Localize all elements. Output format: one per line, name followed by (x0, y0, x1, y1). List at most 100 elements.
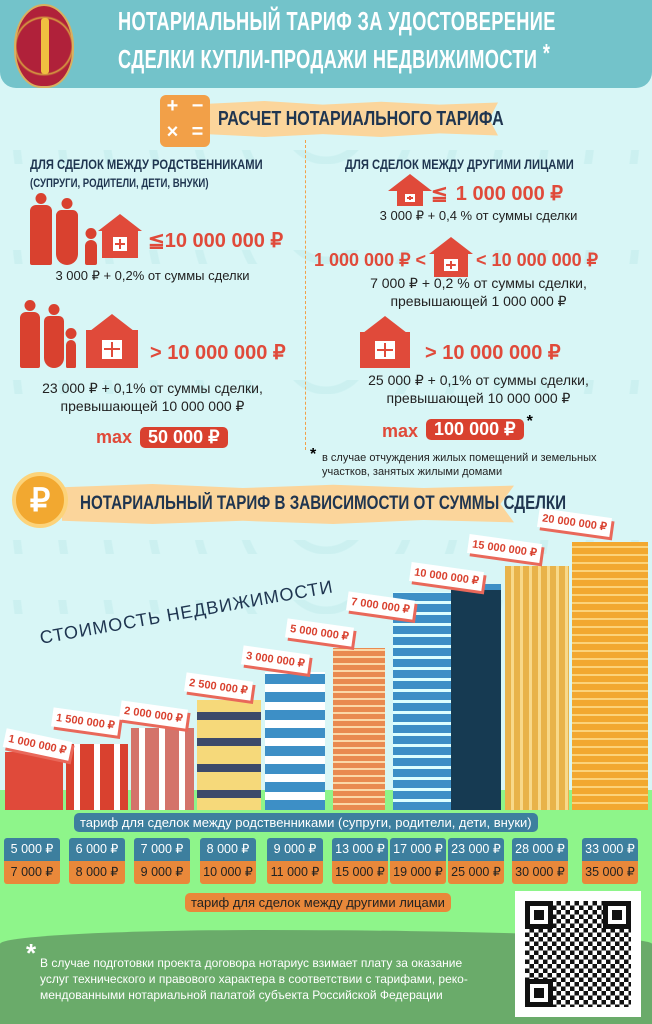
tariff-box: 8 000 ₽10 000 ₽ (200, 838, 256, 884)
large-house-icon (86, 330, 138, 368)
tariff-box: 28 000 ₽30 000 ₽ (512, 838, 568, 884)
relatives-tariff: 5 000 ₽ (4, 838, 60, 861)
footnote-star: * (310, 446, 317, 463)
price-tag: 20 000 000 ₽ (537, 508, 613, 537)
others-rule3-text1: 25 000 ₽ + 0,1% от суммы сделки, (368, 372, 589, 388)
others-tariff: 35 000 ₽ (582, 861, 638, 884)
relatives-tariff: 9 000 ₽ (267, 838, 323, 861)
relatives-max-label: max (96, 427, 133, 447)
relatives-rule2-text2: превышающей 10 000 000 ₽ (60, 398, 245, 414)
others-tariff: 19 000 ₽ (390, 861, 446, 884)
others-rule1-text: 3 000 ₽ + 0,4 % от суммы сделки (379, 208, 578, 223)
others-rule1-row: ≦ 1 000 000 ₽ (397, 180, 563, 206)
others-tariff: 15 000 ₽ (332, 861, 388, 884)
tariff-box: 13 000 ₽15 000 ₽ (332, 838, 388, 884)
others-tariff: 9 000 ₽ (134, 861, 190, 884)
others-tariff: 10 000 ₽ (200, 861, 256, 884)
page-title-row1: НОТАРИАЛЬНЫЙ ТАРИФ ЗА УДОСТОВЕРЕНИЕ (118, 6, 556, 37)
others-tariff-label: тариф для сделок между другими лицами (185, 893, 451, 912)
notary-emblem-logo (14, 4, 74, 88)
max-asterisk: * (526, 413, 533, 430)
tariff-box: 23 000 ₽25 000 ₽ (448, 838, 504, 884)
relatives-max-value: 50 000 ₽ (140, 427, 228, 448)
building-3 (131, 728, 194, 810)
relatives-rule1-text: 3 000 ₽ + 0,2% от суммы сделки (55, 268, 250, 283)
building-2 (66, 744, 128, 810)
others-tariff: 30 000 ₽ (512, 861, 568, 884)
relatives-rule2-text1: 23 000 ₽ + 0,1% от суммы сделки, (42, 380, 263, 396)
medium-house-icon (434, 253, 469, 277)
others-tariff: 7 000 ₽ (4, 861, 60, 884)
tariff-box: 7 000 ₽9 000 ₽ (134, 838, 190, 884)
footer-line: мендованными нотариальной палатой субъек… (40, 988, 443, 1002)
footer-star: * (26, 938, 37, 968)
relatives-rule1-threshold: ≦10 000 000 ₽ (148, 230, 284, 252)
big-house-icon (360, 332, 410, 368)
others-max-label: max (382, 421, 419, 441)
relatives-tariff: 6 000 ₽ (69, 838, 125, 861)
relatives-tariff: 8 000 ₽ (200, 838, 256, 861)
qr-code[interactable] (515, 891, 641, 1017)
column-divider (305, 140, 306, 450)
others-footnote: в случае отчуждения жилых помещений и зе… (322, 452, 597, 478)
relatives-tariff: 7 000 ₽ (134, 838, 190, 861)
others-tariff: 25 000 ₽ (448, 861, 504, 884)
price-tag: 2 500 000 ₽ (184, 672, 253, 701)
others-tariff: 8 000 ₽ (69, 861, 125, 884)
dependency-section-title: НОТАРИАЛЬНЫЙ ТАРИФ В ЗАВИСИМОСТИ ОТ СУММ… (80, 493, 567, 514)
others-rule2-text1: 7 000 ₽ + 0,2 % от суммы сделки, (370, 275, 587, 291)
relatives-tariff: 28 000 ₽ (512, 838, 568, 861)
price-tag: 5 000 000 ₽ (285, 618, 354, 647)
building-4 (197, 700, 261, 810)
others-rule3-text2: превышающей 10 000 000 ₽ (386, 390, 571, 406)
others-rule3-threshold: > 10 000 000 ₽ (425, 342, 561, 364)
header-banner (0, 0, 652, 88)
building-8 (451, 584, 501, 810)
relatives-rule2-threshold: > 10 000 000 ₽ (150, 342, 286, 364)
relatives-heading: ДЛЯ СДЕЛОК МЕЖДУ РОДСТВЕННИКАМИ (30, 156, 263, 172)
equals-symbol: = (191, 121, 204, 143)
others-heading: ДЛЯ СДЕЛОК МЕЖДУ ДРУГИМИ ЛИЦАМИ (345, 156, 574, 172)
building-1 (5, 752, 63, 810)
page-title-row2: СДЕЛКИ КУПЛИ-ПРОДАЖИ НЕДВИЖИМОСТИ * (118, 38, 550, 75)
times-symbol: × (166, 121, 179, 143)
minus-symbol: − (191, 95, 204, 117)
price-tag: 15 000 000 ₽ (467, 534, 543, 563)
building-9 (505, 566, 569, 810)
others-rule2-left: 1 000 000 ₽ < (314, 249, 427, 270)
relatives-tariff: 17 000 ₽ (390, 838, 446, 861)
building-10 (572, 542, 648, 810)
others-max-value: 100 000 ₽ (426, 419, 524, 440)
others-rule1-threshold: 1 000 000 ₽ (455, 182, 564, 205)
price-tag: 3 000 000 ₽ (241, 645, 310, 674)
relatives-tariff: 13 000 ₽ (332, 838, 388, 861)
title-asterisk: * (542, 38, 551, 68)
building-6 (333, 648, 385, 810)
calculator-icon: + − × = (160, 95, 210, 147)
others-rule1-sign: ≦ (431, 182, 448, 205)
relatives-max-row: max 50 000 ₽ (96, 427, 228, 448)
others-tariff: 11 000 ₽ (267, 861, 323, 884)
calc-section-title: РАСЧЕТ НОТАРИАЛЬНОГО ТАРИФА (218, 108, 504, 130)
footer-note: В случае подготовки проекта договора нот… (40, 955, 510, 1003)
dependency-banner (62, 484, 514, 524)
footer-line: В случае подготовки проекта договора нот… (40, 956, 463, 970)
others-rule2-row: 1 000 000 ₽ < < 10 000 000 ₽ (314, 243, 598, 277)
tariff-box: 17 000 ₽19 000 ₽ (390, 838, 446, 884)
relatives-subheading: (СУПРУГИ, РОДИТЕЛИ, ДЕТИ, ВНУКИ) (30, 176, 209, 190)
relatives-tariff: 33 000 ₽ (582, 838, 638, 861)
tariff-box: 5 000 ₽7 000 ₽ (4, 838, 60, 884)
plus-symbol: + (166, 95, 179, 117)
relatives-tariff: 23 000 ₽ (448, 838, 504, 861)
building-7 (393, 592, 451, 810)
tariff-box: 9 000 ₽11 000 ₽ (267, 838, 323, 884)
price-tag: 1 500 000 ₽ (51, 707, 120, 736)
relatives-tariff-label: тариф для сделок между родственниками (с… (74, 813, 538, 832)
tariff-box: 6 000 ₽8 000 ₽ (69, 838, 125, 884)
small-house-icon (397, 190, 423, 206)
tariff-box: 33 000 ₽35 000 ₽ (582, 838, 638, 884)
house-icon (102, 230, 138, 258)
footer-line: услуг технического и правового характера… (40, 972, 468, 986)
others-max-row: max 100 000 ₽ * (382, 413, 533, 442)
others-rule2-text2: превышающей 1 000 000 ₽ (390, 293, 567, 309)
